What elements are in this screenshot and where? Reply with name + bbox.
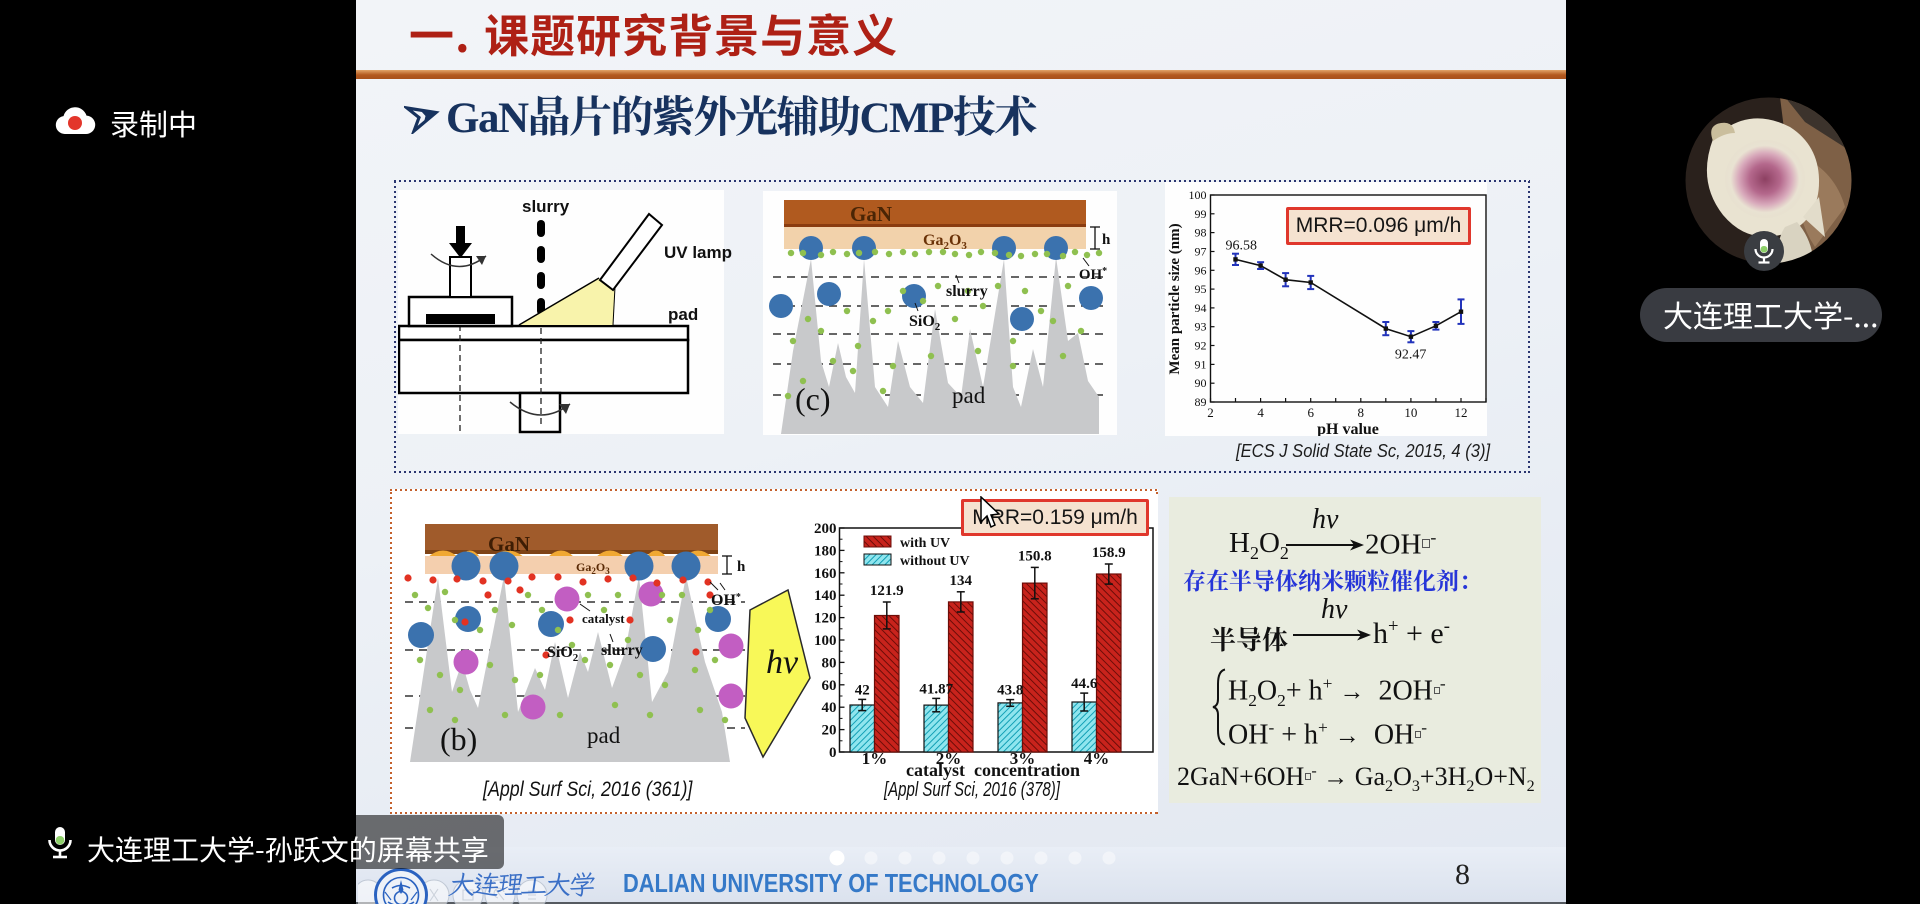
- svg-text:4: 4: [1257, 405, 1264, 420]
- svg-text:GaN: GaN: [488, 532, 530, 556]
- svg-text:93: 93: [1195, 320, 1207, 334]
- svg-text:90: 90: [1195, 376, 1207, 390]
- svg-text:with UV: with UV: [900, 536, 950, 551]
- svg-text:99: 99: [1195, 207, 1207, 221]
- svg-text:1%: 1%: [862, 749, 888, 768]
- svg-text:140: 140: [814, 588, 837, 604]
- svg-text:98: 98: [1195, 226, 1207, 240]
- svg-text:pH value: pH value: [1317, 421, 1379, 436]
- svg-text:96.58: 96.58: [1226, 238, 1258, 253]
- svg-text:41.87: 41.87: [919, 681, 953, 697]
- svg-text:8: 8: [1358, 405, 1365, 420]
- svg-text:6: 6: [1307, 405, 1314, 420]
- svg-text:100: 100: [814, 633, 837, 649]
- svg-text:slurry: slurry: [522, 197, 570, 216]
- svg-text:(c): (c): [795, 381, 831, 417]
- svg-text:h: h: [737, 559, 746, 575]
- svg-text:60: 60: [822, 678, 837, 694]
- svg-text:UV lamp: UV lamp: [664, 243, 732, 262]
- svg-text:OH*: OH*: [1079, 266, 1107, 283]
- svg-text:180: 180: [814, 543, 837, 559]
- svg-text:pad: pad: [668, 305, 698, 324]
- svg-text:Mean particle size (nm): Mean particle size (nm): [1167, 223, 1183, 374]
- svg-text:2%: 2%: [936, 749, 962, 768]
- svg-text:80: 80: [822, 655, 837, 671]
- svg-text:catalyst: catalyst: [582, 611, 625, 626]
- svg-text:92: 92: [1195, 339, 1207, 353]
- svg-text:120: 120: [814, 611, 837, 627]
- svg-text:3%: 3%: [1010, 749, 1036, 768]
- svg-text:OH*: OH*: [711, 592, 741, 609]
- svg-text:pad: pad: [587, 723, 621, 748]
- svg-text:94: 94: [1195, 301, 1207, 315]
- svg-text:95: 95: [1195, 282, 1207, 296]
- svg-text:150.8: 150.8: [1018, 548, 1052, 564]
- svg-text:40: 40: [822, 700, 837, 716]
- svg-text:SiO2: SiO2: [547, 644, 579, 664]
- svg-text:96: 96: [1195, 263, 1207, 277]
- svg-text:SiO2: SiO2: [909, 313, 941, 333]
- svg-text:44.6: 44.6: [1071, 676, 1098, 692]
- svg-text:10: 10: [1404, 405, 1417, 420]
- svg-text:97: 97: [1195, 245, 1207, 259]
- svg-text:158.9: 158.9: [1092, 545, 1126, 561]
- svg-text:89: 89: [1195, 395, 1207, 409]
- svg-text:92.47: 92.47: [1395, 348, 1427, 363]
- svg-text:100: 100: [1189, 188, 1207, 202]
- svg-text:(b): (b): [440, 721, 477, 757]
- svg-text:12: 12: [1455, 405, 1468, 420]
- svg-text:h: h: [1102, 232, 1111, 248]
- svg-text:slurry: slurry: [946, 283, 988, 300]
- svg-text:GaN: GaN: [850, 202, 892, 226]
- svg-text:4%: 4%: [1084, 749, 1110, 768]
- svg-text:0: 0: [829, 745, 837, 761]
- svg-text:43.8: 43.8: [997, 683, 1023, 699]
- svg-text:134: 134: [950, 573, 973, 589]
- svg-text:Ga2O3: Ga2O3: [576, 560, 610, 576]
- svg-text:without UV: without UV: [900, 554, 970, 569]
- svg-text:121.9: 121.9: [870, 583, 904, 599]
- svg-text:91: 91: [1195, 357, 1207, 371]
- svg-text:slurry: slurry: [601, 642, 643, 659]
- svg-text:2: 2: [1207, 405, 1214, 420]
- svg-text:20: 20: [822, 723, 837, 739]
- svg-text:hv: hv: [766, 644, 799, 681]
- svg-text:160: 160: [814, 566, 837, 582]
- svg-text:pad: pad: [952, 383, 986, 408]
- svg-text:200: 200: [814, 521, 837, 537]
- svg-text:catalyst concentration: catalyst concentration: [906, 760, 1080, 780]
- svg-text:42: 42: [855, 682, 870, 698]
- svg-text:Ga2O3: Ga2O3: [923, 232, 967, 252]
